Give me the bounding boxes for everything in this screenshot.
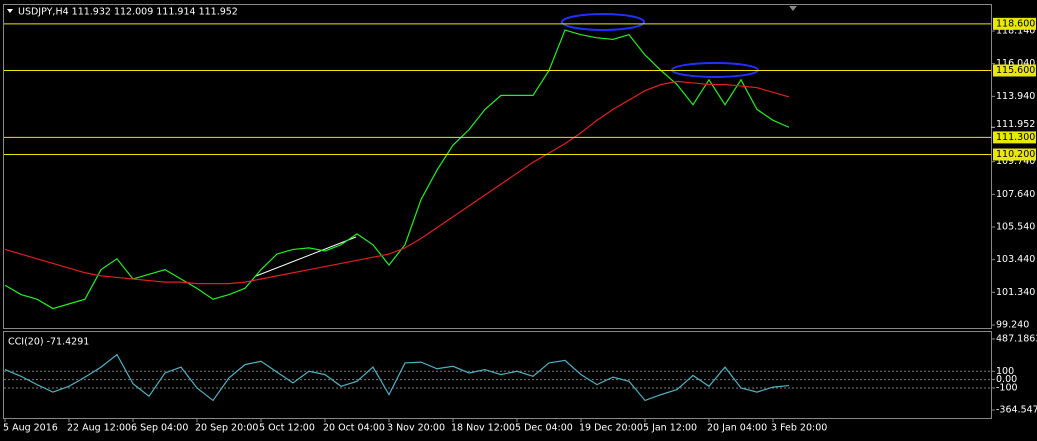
y-tick-label: 107.640 xyxy=(996,189,1035,200)
level-box xyxy=(993,131,1036,144)
panel-title: USDJPY,H4 111.932 112.009 111.914 111.95… xyxy=(18,7,238,18)
x-tick-label: 5 Dec 04:00 xyxy=(515,423,573,434)
last-price-label: 111.952 xyxy=(996,119,1035,130)
x-tick-label: 20 Jan 04:00 xyxy=(707,423,767,434)
shift-marker xyxy=(789,6,797,11)
y-tick-label: 101.340 xyxy=(996,287,1035,298)
x-tick-label: 19 Dec 20:00 xyxy=(579,423,643,434)
x-tick-label: 22 Aug 12:00 xyxy=(67,423,131,434)
x-tick-label: 5 Aug 2016 xyxy=(3,423,58,434)
level-label: 118.600 xyxy=(996,18,1035,29)
level-box xyxy=(993,17,1036,30)
menu-arrow[interactable] xyxy=(7,9,13,13)
x-tick-label: 20 Oct 04:00 xyxy=(323,423,385,434)
x-tick-label: 5 Oct 12:00 xyxy=(259,423,315,434)
panel-title: CCI(20) -71.4291 xyxy=(8,337,89,348)
y-tick-label: 109.740 xyxy=(996,156,1035,167)
x-tick-label: 5 Jan 12:00 xyxy=(643,423,697,434)
top-ellipse xyxy=(561,13,645,31)
y-tick-label: 100 xyxy=(996,366,1014,377)
y-tick-label: -364.5479 xyxy=(996,405,1037,416)
price-panel xyxy=(3,4,992,329)
y-tick-label: 116.040 xyxy=(996,58,1035,69)
x-tick-label: 20 Sep 20:00 xyxy=(195,423,258,434)
series-line xyxy=(4,80,790,285)
x-tick-label: 3 Nov 20:00 xyxy=(387,423,445,434)
y-tick-label: 487.1863 xyxy=(996,334,1037,345)
level-label: 111.300 xyxy=(996,132,1035,143)
x-tick-label: 3 Feb 20:00 xyxy=(771,423,827,434)
second-ellipse xyxy=(671,62,759,78)
level-label: 115.600 xyxy=(996,65,1035,76)
level-box xyxy=(993,64,1036,77)
x-tick-label: 6 Sep 04:00 xyxy=(131,423,188,434)
level-box xyxy=(993,148,1036,161)
level-label: 110.200 xyxy=(996,149,1035,160)
y-tick-label: 0.00 xyxy=(996,374,1017,385)
y-tick-label: -100 xyxy=(996,382,1018,393)
series-line xyxy=(4,353,790,402)
trend-line xyxy=(255,236,357,277)
y-tick-label: 118.140 xyxy=(996,25,1035,36)
y-tick-label: 103.440 xyxy=(996,254,1035,265)
cci-panel xyxy=(3,331,992,419)
series-line xyxy=(4,29,790,310)
y-tick-label: 105.540 xyxy=(996,222,1035,233)
y-tick-label: 113.940 xyxy=(996,91,1035,102)
x-tick-label: 18 Nov 12:00 xyxy=(451,423,515,434)
y-tick-label: 99.240 xyxy=(996,320,1029,331)
